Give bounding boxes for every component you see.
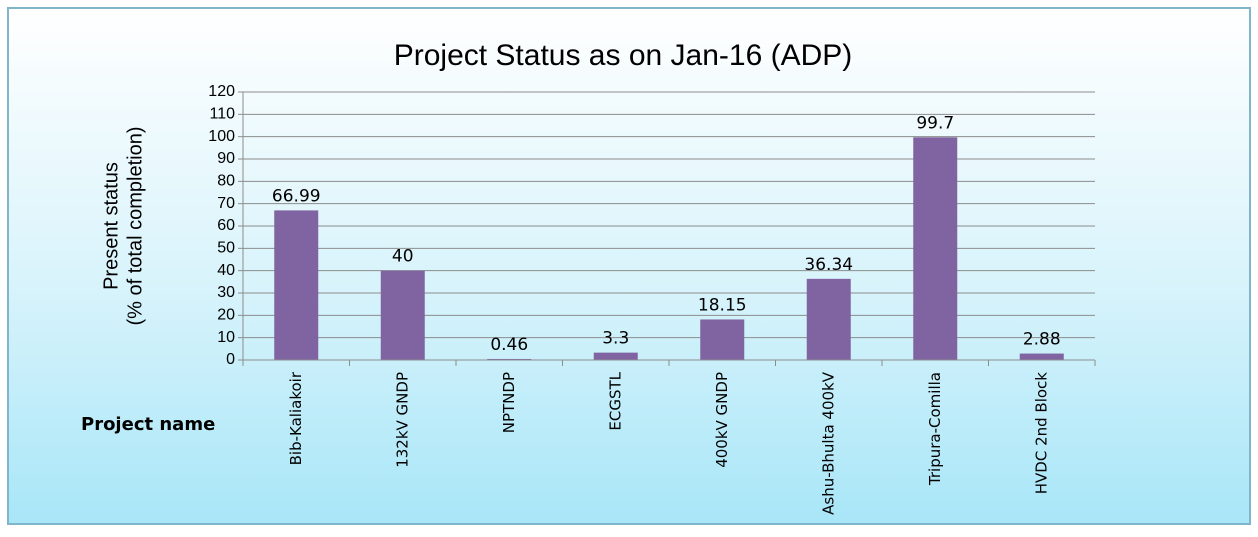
x-tick-label: HVDC 2nd Block: [1032, 372, 1050, 495]
data-label: 36.34: [804, 255, 853, 275]
y-tick-label: 100: [208, 128, 235, 145]
data-label: 99.7: [916, 113, 954, 133]
chart-frame: [7, 7, 1251, 525]
data-label: 3.3: [602, 329, 629, 349]
y-axis-label: Present status: [100, 162, 122, 290]
x-tick-label: NPTNDP: [500, 372, 518, 433]
x-tick-label: Tripura-Comilla: [926, 372, 944, 486]
x-tick-label: 132kV GNDP: [393, 372, 411, 468]
x-tick-label: ECGSTL: [606, 371, 624, 430]
y-tick-label: 20: [217, 307, 235, 324]
data-label: 40: [392, 247, 414, 267]
x-tick-label: 400kV GNDP: [713, 372, 731, 468]
bar: [274, 210, 319, 360]
y-tick-label: 60: [217, 217, 235, 234]
y-axis-label: (% of total completion): [124, 127, 146, 326]
x-tick-label: Ashu-Bhulta 400kV: [819, 371, 837, 515]
y-tick-label: 40: [217, 262, 235, 279]
y-tick-label: 110: [209, 106, 235, 123]
data-label: 2.88: [1023, 330, 1061, 350]
bar: [380, 270, 425, 360]
y-tick-label: 30: [217, 284, 235, 301]
y-tick-label: 50: [217, 240, 235, 257]
bar: [700, 319, 745, 360]
bar: [487, 358, 532, 360]
y-tick-label: 0: [226, 351, 235, 368]
bar: [1019, 353, 1064, 360]
data-label: 66.99: [272, 186, 321, 206]
data-label: 0.46: [490, 335, 528, 355]
bar: [806, 278, 851, 360]
x-axis-label: Project name: [81, 414, 215, 435]
bar: [913, 137, 958, 360]
y-tick-label: 80: [217, 173, 235, 190]
bar: [593, 352, 638, 360]
y-tick-label: 10: [217, 329, 235, 346]
y-tick-label: 120: [208, 83, 235, 100]
x-tick-label: Bib-Kaliakoir: [287, 371, 305, 465]
data-label: 18.15: [698, 295, 747, 315]
y-tick-label: 90: [217, 150, 235, 167]
y-tick-label: 70: [217, 195, 235, 212]
chart-title: Project Status as on Jan-16 (ADP): [394, 39, 853, 72]
